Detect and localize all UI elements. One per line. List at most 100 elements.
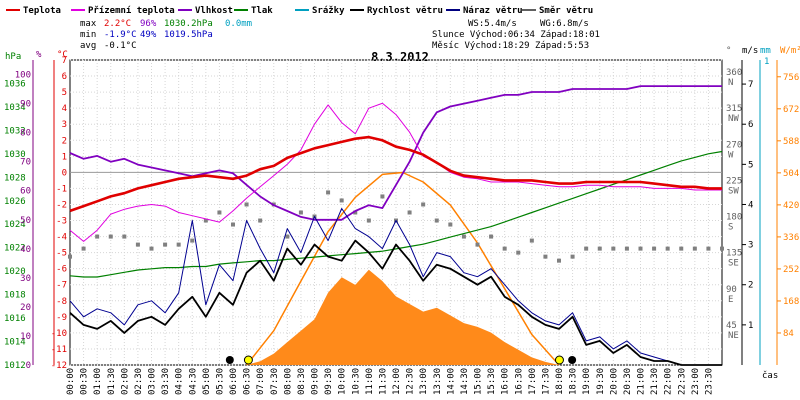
degree-tick: 360 — [726, 68, 742, 78]
x-tick-label: 21:30 — [650, 368, 660, 395]
stat-min-press: 1019.5hPa — [164, 30, 213, 40]
hpa-tick: 1034 — [4, 103, 26, 113]
solar-area — [246, 269, 560, 365]
x-tick-label: 03:30 — [161, 368, 171, 395]
x-tick-label: 13:30 — [433, 368, 443, 395]
sunrise-marker — [243, 355, 253, 365]
percent-tick: 30 — [20, 274, 31, 284]
hpa-tick: 1012 — [4, 361, 26, 371]
humidity-line — [69, 85, 722, 221]
stat-avg-label: avg — [80, 41, 96, 51]
sunset-marker — [554, 355, 564, 365]
wm2-tick: 84 — [783, 329, 794, 339]
stat-moon: Měsíc Východ:18:29 Západ:5:53 — [432, 41, 589, 51]
celsius-tick: -10 — [51, 329, 67, 339]
degree-tick: 270 — [726, 140, 742, 150]
celsius-tick: 3 — [62, 120, 67, 130]
stat-avg-temp: -0.1°C — [104, 41, 137, 51]
wind-gust-line — [69, 208, 722, 366]
percent-tick: 10 — [20, 332, 31, 342]
wind-dir-point — [557, 258, 561, 263]
percent-tick: 100 — [15, 71, 31, 81]
chart-title: 8.3.2012 — [371, 50, 429, 64]
x-tick-label: 00:30 — [80, 368, 90, 395]
wind-dir-point — [720, 246, 724, 251]
celsius-tick: 6 — [62, 72, 67, 82]
direction-tick: SW — [728, 186, 739, 196]
x-tick-label: 02:00 — [120, 368, 130, 395]
ms-tick: 2 — [748, 281, 753, 291]
wm2-tick: 504 — [783, 169, 799, 179]
wind-dir-point — [489, 234, 494, 239]
x-tick-label: 18:00 — [555, 368, 565, 395]
hpa-tick: 1016 — [4, 314, 26, 324]
stat-max-label: max — [80, 19, 97, 29]
celsius-tick: 2 — [62, 136, 67, 146]
wind-dir-point — [244, 202, 249, 207]
ms-tick: 3 — [748, 241, 753, 251]
ms-tick: 6 — [748, 120, 753, 130]
stat-min-hum: 49% — [140, 30, 157, 40]
hpa-tick: 1032 — [4, 126, 26, 136]
x-axis-label: čas — [762, 370, 778, 381]
x-tick-label: 17:30 — [541, 368, 551, 395]
direction-tick: E — [728, 295, 733, 305]
x-tick-label: 06:00 — [229, 368, 239, 395]
x-tick-label: 19:00 — [582, 368, 592, 395]
x-tick-label: 22:30 — [677, 368, 687, 395]
wind-dir-point — [231, 222, 235, 227]
legend-label-6: Náraz větru — [463, 5, 523, 16]
wind-dir-point — [258, 218, 263, 223]
wind-dir-point — [68, 254, 72, 259]
wind-dir-point — [285, 234, 290, 239]
celsius-axis-label: °C — [57, 50, 68, 60]
stats-panel: max 2.2°C 96% 1030.2hPa 0.0mm min -1.9°C… — [80, 19, 600, 51]
celsius-tick: -8 — [56, 297, 67, 307]
wind-dir-point — [692, 246, 697, 251]
celsius-tick: -5 — [56, 249, 67, 259]
wind-dir-point — [624, 246, 629, 251]
ms-axis-label: m/s — [742, 46, 758, 56]
legend-label-3: Tlak — [251, 6, 273, 16]
celsius-tick: 7 — [62, 56, 67, 66]
wind-dir-point — [597, 246, 602, 251]
wind-dir-point — [366, 218, 371, 223]
wind-dir-point — [706, 246, 711, 251]
x-tick-label: 07:00 — [256, 368, 266, 395]
x-tick-label: 18:30 — [569, 368, 579, 395]
hpa-tick: 1020 — [4, 267, 26, 277]
percent-tick: 90 — [20, 100, 31, 110]
wind-dir-point — [217, 210, 222, 215]
wind-dir-point — [461, 234, 466, 239]
wind-dir-point — [149, 246, 154, 251]
hpa-tick: 1030 — [4, 150, 26, 160]
ms-tick: 5 — [748, 160, 753, 170]
stat-max-press: 1030.2hPa — [164, 19, 213, 29]
x-tick-label: 11:30 — [378, 368, 388, 395]
stat-max-hum: 96% — [140, 19, 157, 29]
wm2-tick: 420 — [783, 201, 799, 211]
celsius-tick: -7 — [56, 281, 67, 291]
x-tick-label: 10:30 — [351, 368, 361, 395]
percent-tick: 50 — [20, 216, 31, 226]
x-tick-label: 15:30 — [487, 368, 497, 395]
wind-dir-point — [665, 246, 670, 251]
wm2-tick: 336 — [783, 233, 799, 243]
wind-dir-point — [679, 246, 684, 251]
mm-axis-label: mm — [760, 46, 771, 56]
ms-tick: 7 — [748, 80, 753, 90]
wind-dir-point — [203, 218, 208, 223]
x-tick-label: 02:30 — [134, 368, 144, 395]
hpa-axis-label: hPa — [5, 52, 21, 62]
x-tick-label: 08:30 — [297, 368, 307, 395]
wind-dir-point — [135, 242, 140, 247]
wind-dir-point — [584, 246, 589, 251]
x-tick-label: 14:00 — [446, 368, 456, 395]
ms-tick: 4 — [748, 200, 753, 210]
x-tick-label: 01:30 — [107, 368, 117, 395]
mm-tick: 1 — [764, 57, 769, 67]
x-tick-label: 16:00 — [501, 368, 511, 395]
wind-dir-point — [502, 246, 507, 251]
degree-tick: 225 — [726, 176, 742, 186]
